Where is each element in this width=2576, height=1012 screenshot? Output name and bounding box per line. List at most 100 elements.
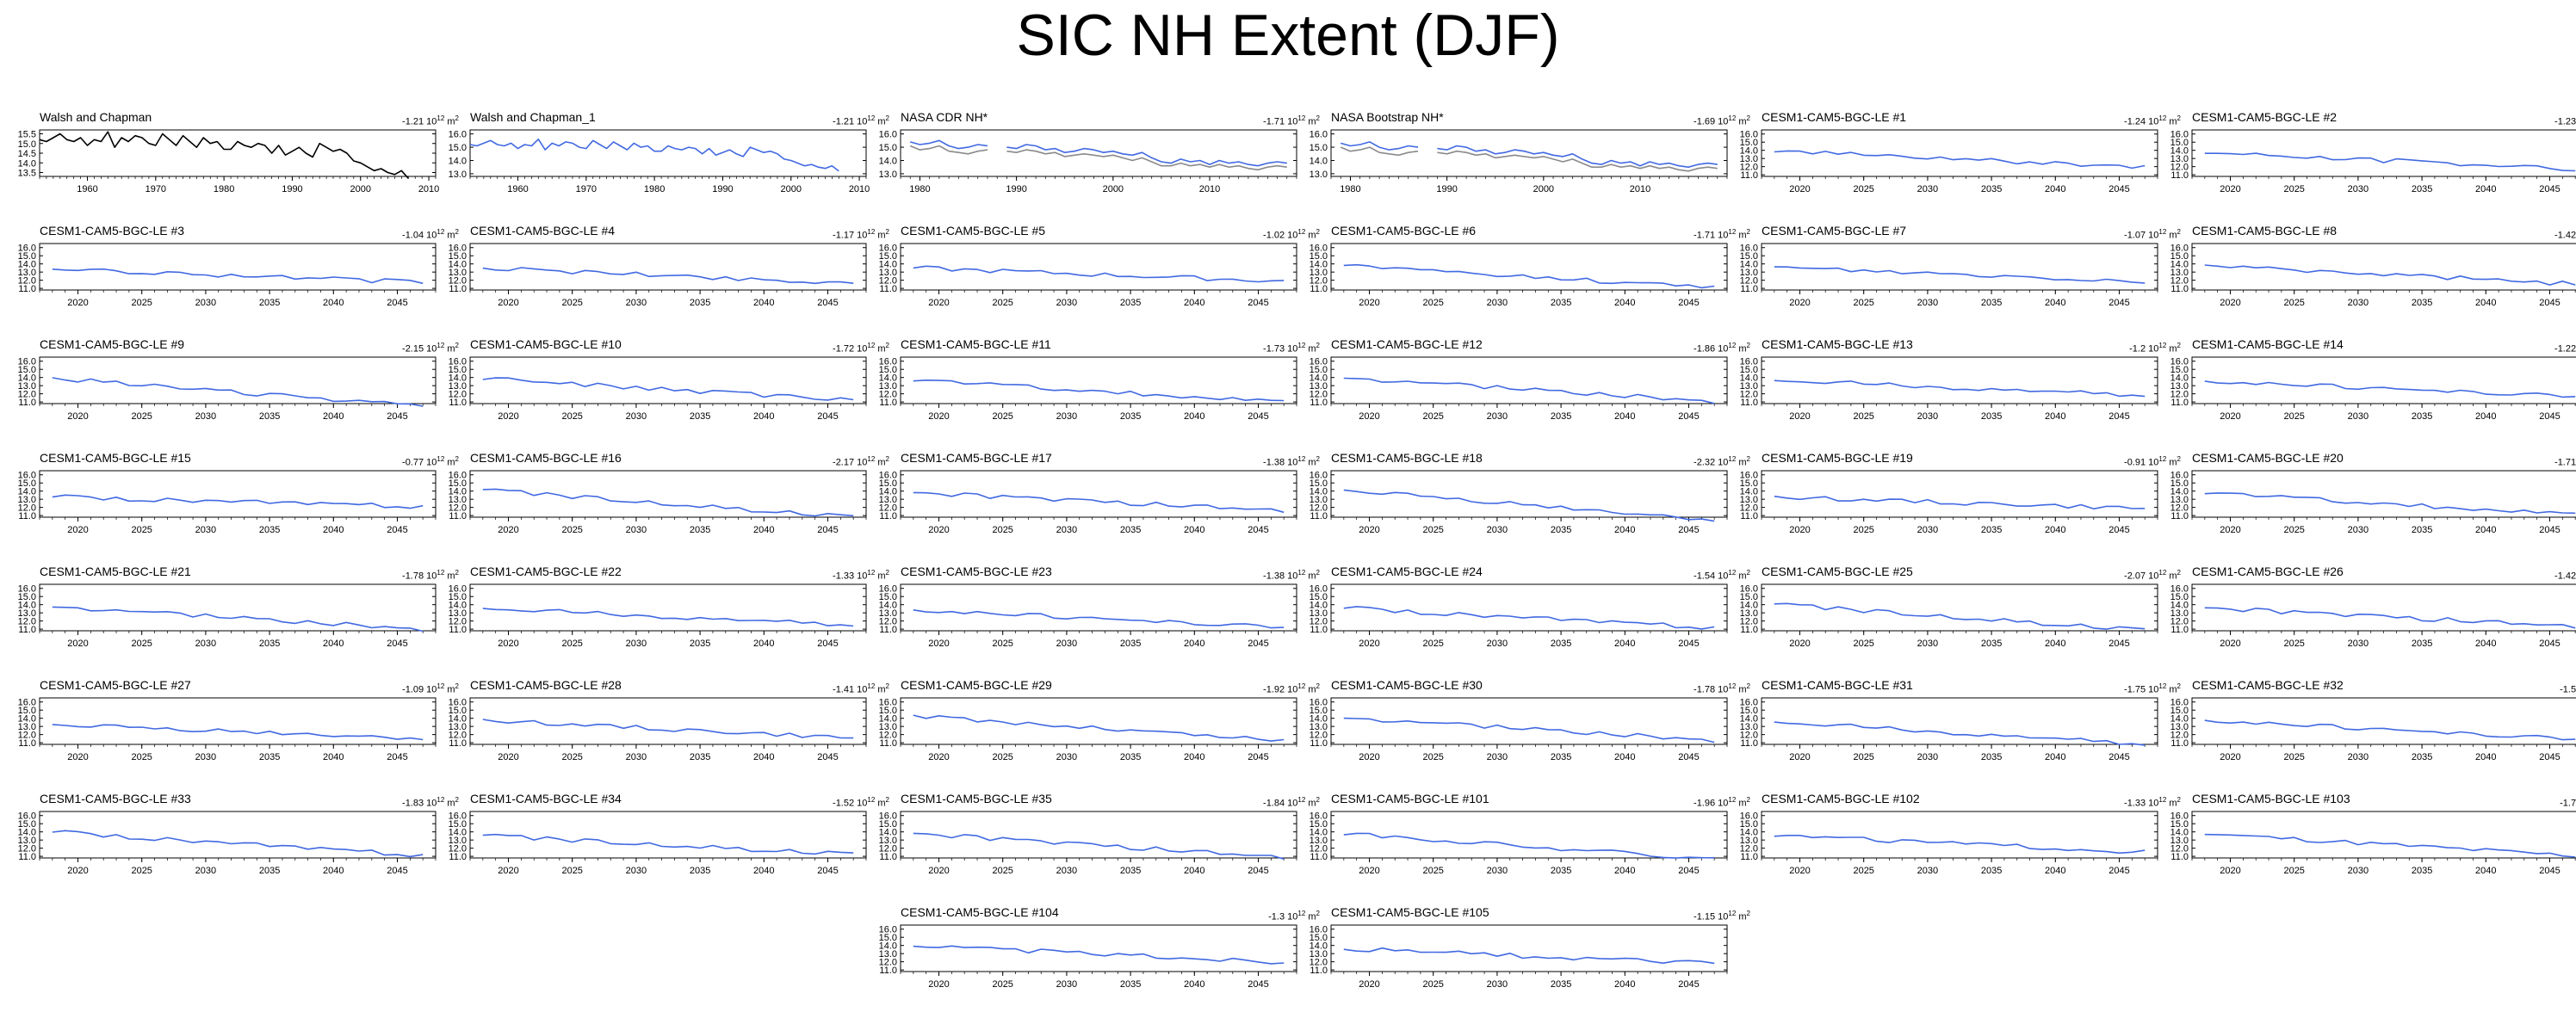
- y-tick-label: 13.0: [18, 836, 36, 846]
- x-tick-label: 2030: [2348, 298, 2369, 308]
- x-tick-label: 2025: [1853, 639, 1873, 649]
- panel-title: CESM1-CAM5-BGC-LE #12: [1331, 337, 1483, 351]
- x-tick-label: 2020: [928, 866, 949, 876]
- trend-unit-base: 10: [424, 457, 437, 468]
- y-tick-label: 16.0: [1310, 471, 1328, 481]
- x-tick-label: 2030: [195, 639, 216, 649]
- y-tick-label: 13.0: [2170, 268, 2189, 278]
- x-tick-label: 2045: [1678, 298, 1699, 308]
- y-tick-label: 11.0: [2170, 511, 2189, 521]
- panel-trend-label: -1.78 1012 m2: [1694, 681, 1750, 696]
- x-tick-label: 2045: [1248, 639, 1268, 649]
- x-tick-label: 2045: [1678, 639, 1699, 649]
- x-tick-label: 2030: [195, 525, 216, 535]
- y-tick-label: 13.0: [18, 722, 36, 732]
- x-tick-label: 2025: [992, 866, 1012, 876]
- x-tick-label: 2020: [67, 525, 88, 535]
- trend-unit-suffix: m: [1736, 798, 1747, 809]
- trend-unit-suffix: m: [1305, 798, 1316, 809]
- chart-panel: CESM1-CAM5-BGC-LE #16 -2.17 1012 m2 11.0 12…: [449, 451, 894, 558]
- trend-unit-base: 10: [854, 798, 868, 809]
- y-tick-label: 14.0: [449, 260, 467, 270]
- trend-unit-suffix-exponent: 2: [885, 569, 889, 577]
- series-line: [1343, 947, 1715, 965]
- x-tick-label: 1980: [909, 184, 930, 194]
- x-tick-label: 2020: [1789, 411, 1810, 422]
- y-tick-label: 12.0: [879, 503, 897, 514]
- y-tick-label: 12.0: [18, 617, 36, 627]
- x-tick-label: 2040: [2045, 752, 2065, 762]
- series-line: [2204, 607, 2576, 629]
- trend-unit-exponent: 12: [1728, 682, 1737, 690]
- plot-frame: [1330, 470, 1728, 518]
- series-line: [52, 268, 424, 285]
- y-tick-label: 16.0: [1310, 357, 1328, 367]
- trend-value: -1.33: [833, 571, 855, 582]
- panel-plot: 11.012.013.014.015.016.0 2020 2025 2030 2035…: [879, 924, 1297, 990]
- y-tick-label: 13.0: [1740, 722, 1758, 732]
- y-tick-label: 15.0: [879, 143, 897, 153]
- chart-panel: CESM1-CAM5-BGC-LE #34 -1.52 1012 m2 11.0 12…: [449, 792, 894, 898]
- y-tick-label: 15.0: [1310, 933, 1328, 943]
- x-tick-label: 1990: [1006, 184, 1026, 194]
- trend-unit-suffix: m: [444, 798, 455, 809]
- panel-trend-label: -1.54 1012 m2: [1694, 567, 1750, 583]
- y-tick-label: 13.0: [879, 836, 897, 846]
- y-tick-label: 14.0: [1310, 156, 1328, 166]
- x-tick-label: 2025: [1422, 525, 1443, 535]
- y-tick-label: 15.0: [2170, 819, 2189, 830]
- trend-unit-exponent: 12: [1297, 228, 1306, 236]
- y-tick-label: 15.0: [2170, 138, 2189, 148]
- trend-unit-suffix: m: [875, 571, 886, 582]
- series-line-alt: [909, 145, 1287, 171]
- chart-panel: CESM1-CAM5-BGC-LE #5 -1.02 1012 m2 11.0 12.…: [879, 224, 1324, 330]
- y-tick-label: 12.0: [2170, 503, 2189, 514]
- x-tick-label: 2025: [1853, 752, 1873, 762]
- chart-panel: CESM1-CAM5-BGC-LE #3 -1.04 1012 m2 11.0 12.…: [18, 224, 463, 330]
- chart-panel: CESM1-CAM5-BGC-LE #32-1.5 1012 m211.012.…: [2170, 678, 2576, 785]
- x-tick-label: 2030: [1487, 298, 1508, 308]
- x-tick-label: 2040: [2475, 639, 2496, 649]
- trend-unit-suffix-exponent: 2: [885, 682, 889, 690]
- series-line: [482, 719, 854, 739]
- y-tick-label: 13.0: [2170, 381, 2189, 392]
- plot-frame: [1330, 811, 1728, 859]
- panel-trend-label: -1.71 1012 m2: [1694, 226, 1750, 242]
- y-tick-label: 14.0: [2170, 828, 2189, 838]
- y-tick-label: 14.0: [1310, 601, 1328, 611]
- y-tick-label: 11.0: [1310, 398, 1328, 408]
- y-tick-label: 16.0: [18, 357, 36, 367]
- panel-trend-label: -1.21 1012 m2: [833, 113, 889, 128]
- y-tick-label: 11.0: [18, 284, 36, 294]
- y-tick-label: 16.0: [1740, 244, 1758, 254]
- trend-unit-base: 10: [1715, 457, 1729, 468]
- trend-unit-base: 10: [2146, 798, 2159, 809]
- y-tick-label: 15.0: [449, 143, 467, 153]
- x-tick-label: 2025: [1853, 525, 1873, 535]
- panel-trend-label: -1.02 1012 m2: [1263, 226, 1320, 242]
- x-tick-label: 2040: [753, 866, 774, 876]
- x-tick-label: 2020: [1789, 752, 1810, 762]
- panel-plot: 13.0 14.0 15.0 16.0 1960 1970 1980 1990 2000 2010: [449, 129, 870, 194]
- trend-unit-suffix-exponent: 2: [2177, 682, 2181, 690]
- x-tick-label: 2025: [1853, 411, 1873, 422]
- panel-trend-label: -1.07 1012 m2: [2124, 226, 2181, 242]
- panel-plot: 11.012.013.014.015.016.0 2020 2025 2030 2035…: [1740, 811, 2158, 876]
- plot-frame: [2191, 243, 2576, 291]
- y-tick-label: 12.0: [879, 276, 897, 287]
- trend-unit-suffix: m: [2166, 571, 2177, 582]
- y-tick-label: 13.0: [449, 722, 467, 732]
- trend-value: -1.83: [402, 798, 424, 809]
- panel-plot: 11.012.013.014.015.016.0 2020 2025 2030 2035…: [449, 243, 867, 308]
- chart-panel: CESM1-CAM5-BGC-LE #13 -1.2 1012 m2 11.0 12.…: [1740, 337, 2185, 444]
- trend-unit-exponent: 12: [1297, 682, 1306, 690]
- x-tick-label: 2040: [1184, 752, 1204, 762]
- y-tick-label: 12.0: [1310, 503, 1328, 514]
- panel-trend-label: -1.24 1012 m2: [2124, 113, 2181, 128]
- panel-title: CESM1-CAM5-BGC-LE #33: [40, 792, 191, 805]
- y-tick-label: 14.0: [18, 601, 36, 611]
- trend-unit-suffix-exponent: 2: [1746, 682, 1750, 690]
- x-tick-label: 2040: [1184, 639, 1204, 649]
- y-tick-label: 16.0: [1310, 925, 1328, 935]
- x-tick-label: 2030: [1917, 639, 1938, 649]
